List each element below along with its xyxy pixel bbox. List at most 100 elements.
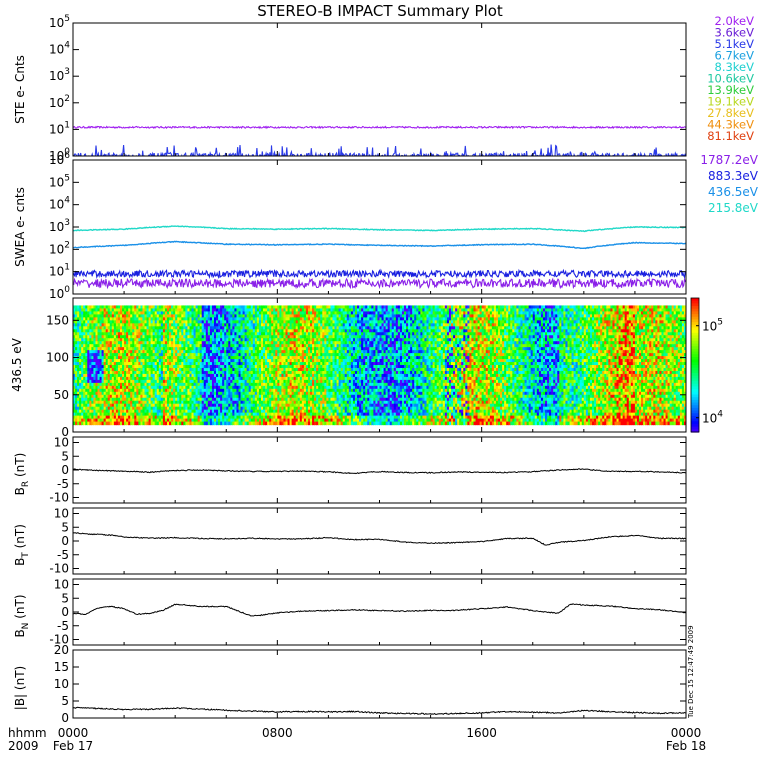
y-axis-label: STE e- Cnts [13, 55, 27, 124]
time-axis-row2-label: 2009 [8, 739, 39, 753]
field-line [73, 532, 686, 546]
y-tick-label: 100 [49, 147, 70, 163]
y-axis-label: 436.5 eV [10, 337, 24, 392]
y-tick-label: 104 [49, 41, 70, 57]
y-tick-label: -5 [57, 619, 69, 633]
y-tick-label: -5 [57, 477, 69, 491]
legend-entry: 215.8eV [708, 201, 759, 215]
y-axis-label: BR (nT) [13, 453, 31, 496]
y-tick-label: 10 [54, 578, 69, 592]
panel-bmag: 0 5 10 15 20 |B| (nT) [13, 643, 687, 725]
y-axis: 0 5 10 15 20 [54, 643, 687, 725]
y-tick-label: -10 [49, 562, 69, 576]
field-line [73, 706, 686, 715]
time-tick-date: Feb 17 [53, 739, 93, 753]
legend-entry: 19.1keV [707, 95, 754, 109]
y-tick-label: 10 [54, 507, 69, 521]
y-axis-label: BT (nT) [13, 524, 31, 566]
legend-entry: 44.3keV [707, 118, 754, 132]
time-tick-label: 0000 [671, 726, 702, 740]
time-axis-row1-label: hhmm [8, 726, 47, 740]
series-line-0 [73, 225, 686, 233]
legend-entry: 1787.2eV [700, 153, 758, 167]
y-tick-label: 0 [61, 711, 69, 725]
y-tick-label: 0 [61, 463, 69, 477]
y-axis-label: BN (nT) [13, 594, 31, 637]
y-tick-label: 103 [49, 218, 70, 234]
y-tick-label: 103 [49, 67, 70, 83]
panel-ste: 100 101 102 103 104 105 STE e- Cnts [13, 14, 687, 163]
y-tick-label: 20 [54, 643, 69, 657]
y-tick-label: 150 [46, 313, 69, 327]
panel-br-data [73, 468, 686, 475]
panel-bt-data [73, 532, 686, 546]
legend-entry: 27.8keV [707, 106, 754, 120]
plot-title: STEREO-B IMPACT Summary Plot [257, 2, 503, 20]
legend-entry: 3.6keV [715, 26, 755, 40]
y-tick-label: 5 [61, 591, 69, 605]
y-axis: 0 50 100 150 [46, 298, 687, 439]
legend-entry: 883.3eV [708, 169, 759, 183]
legend-entry: 8.3keV [715, 60, 755, 74]
time-tick-label: 0800 [262, 726, 293, 740]
y-tick-label: 102 [49, 94, 70, 110]
y-tick-label: 101 [49, 263, 70, 279]
panel-bmag-data [73, 706, 686, 715]
panel-frame [72, 22, 687, 157]
y-tick-label: 0 [61, 605, 69, 619]
y-tick-label: 0 [61, 534, 69, 548]
y-tick-label: -10 [49, 491, 69, 505]
colorbar: 104 105 [690, 297, 723, 433]
colorbar-tick-label: 104 [702, 410, 723, 426]
y-tick-label: 10 [54, 436, 69, 450]
legend-entry: 10.6keV [707, 72, 754, 86]
time-tick-date: Feb 18 [666, 739, 706, 753]
panel-pitch: 104 105 0 50 100 150 436.5 eV [10, 297, 723, 439]
time-tick-label: 1600 [466, 726, 497, 740]
y-tick-label: -10 [49, 633, 69, 647]
series-line-3 [73, 277, 686, 290]
panel-swea-data [73, 225, 686, 290]
y-axis-label: SWEA e- cnts [13, 187, 27, 267]
panel-frame [72, 578, 687, 646]
legend-entry: 81.1keV [707, 129, 754, 143]
y-tick-label: 100 [46, 351, 69, 365]
generation-timestamp: Tue Dec 15 12:47:49 2009 [687, 625, 695, 719]
y-tick-label: 5 [61, 449, 69, 463]
y-tick-label: 50 [54, 388, 69, 402]
field-line [73, 603, 686, 617]
colorbar-tick-label: 105 [702, 318, 723, 334]
y-tick-label: 15 [54, 660, 69, 674]
legend-entry: 2.0keV [715, 14, 755, 28]
panel-pitch-data [73, 305, 686, 426]
field-line [73, 468, 686, 475]
y-tick-label: 105 [49, 173, 70, 189]
y-tick-label: 101 [49, 120, 70, 136]
y-axis-label: |B| (nT) [13, 666, 27, 710]
y-axis: 100 101 102 103 104 105 [49, 14, 687, 163]
legend-entry: 5.1keV [715, 37, 755, 51]
y-tick-label: 100 [49, 285, 70, 301]
panel-bn-data [73, 603, 686, 617]
y-tick-label: -5 [57, 548, 69, 562]
panel-frame [72, 649, 687, 719]
time-tick-label: 0000 [58, 726, 89, 740]
y-tick-label: 0 [61, 425, 69, 439]
legend-entry: 6.7keV [715, 49, 755, 63]
y-tick-label: 104 [49, 196, 70, 212]
legend-entry: 436.5eV [708, 185, 759, 199]
y-tick-label: 102 [49, 240, 70, 256]
panel-frame [72, 507, 687, 575]
series-line-2 [73, 268, 686, 280]
panel-swea: 100 101 102 103 104 105 106 SWEA e- cnts [13, 151, 687, 301]
energy-legend: 2.0keV3.6keV5.1keV6.7keV8.3keV10.6keV13.… [700, 14, 758, 215]
legend-entry: 13.9keV [707, 83, 754, 97]
